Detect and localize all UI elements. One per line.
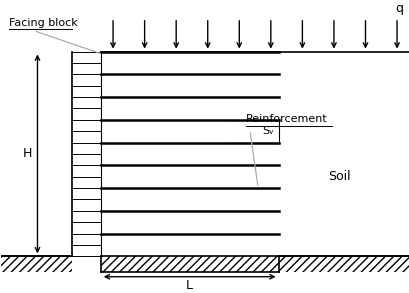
Text: Soil: Soil bbox=[328, 170, 350, 183]
Text: Sᵥ: Sᵥ bbox=[262, 126, 274, 136]
Text: L: L bbox=[186, 279, 193, 292]
Text: H: H bbox=[22, 147, 32, 160]
Text: Facing block: Facing block bbox=[9, 18, 77, 28]
Bar bbox=[101, 256, 278, 272]
Text: Reinforcement: Reinforcement bbox=[245, 115, 327, 125]
Bar bbox=[278, 256, 408, 272]
Bar bbox=[1, 256, 72, 272]
Text: q: q bbox=[394, 2, 402, 15]
